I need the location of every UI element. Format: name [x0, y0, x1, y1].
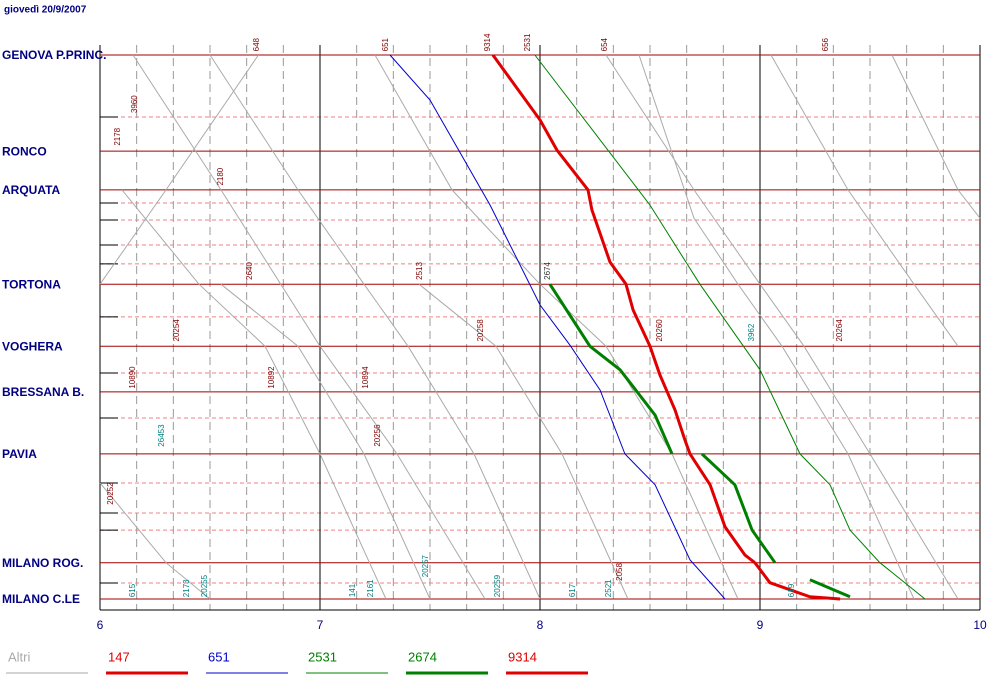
train-number: 617 [568, 583, 577, 597]
station-label: ARQUATA [2, 183, 61, 197]
train-number: 2674 [543, 262, 552, 280]
train-number: 3962 [747, 323, 756, 341]
train-number: 2531 [523, 33, 532, 51]
station-label: VOGHERA [2, 339, 63, 353]
train-number: 10894 [361, 366, 370, 389]
x-tick-label: 8 [537, 618, 544, 632]
x-tick-label: 10 [973, 618, 987, 632]
train-number: 615 [128, 583, 137, 597]
legend-label: 651 [208, 649, 230, 664]
train-number: 20258 [476, 319, 485, 342]
train-number: 10890 [128, 366, 137, 389]
train-number: 2161 [366, 579, 375, 597]
station-label: PAVIA [2, 447, 37, 461]
train-number: 2640 [245, 262, 254, 280]
train-number: 26453 [157, 424, 166, 447]
x-tick-label: 9 [757, 618, 764, 632]
train-number: 3960 [130, 95, 139, 113]
station-label: GENOVA P.PRINC. [2, 48, 106, 62]
train-line [534, 54, 926, 600]
train-line [99, 54, 981, 600]
train-number: 2173 [182, 579, 191, 597]
train-line [491, 54, 756, 564]
train-line [548, 283, 851, 599]
station-label: MILANO ROG. [2, 556, 83, 570]
train-number: 2521 [604, 579, 613, 597]
station-label: RONCO [2, 144, 47, 158]
train-number: 2178 [113, 127, 122, 145]
train-number: 9314 [483, 33, 492, 51]
train-number: 20252 [106, 482, 115, 505]
train-number: 654 [600, 37, 609, 51]
train-number: 20264 [835, 319, 844, 342]
train-line [753, 561, 841, 601]
station-label: TORTONA [2, 277, 61, 291]
date: giovedì 20/9/2007 [4, 5, 87, 16]
x-tick-label: 7 [317, 618, 324, 632]
train-number: 656 [821, 37, 830, 51]
train-number: 20260 [655, 319, 664, 342]
legend-label: 147 [108, 649, 130, 664]
legend-label: 2674 [408, 649, 437, 664]
legend-label: 9314 [508, 649, 537, 664]
train-number: 2058 [615, 563, 624, 581]
train-number: 141 [348, 583, 357, 597]
legend-label: Altri [8, 649, 31, 664]
train-number: 10892 [267, 366, 276, 389]
train-number: 20254 [172, 319, 181, 342]
legend-label: 2531 [308, 649, 337, 664]
station-label: BRESSANA B. [2, 385, 84, 399]
train-number: 651 [381, 37, 390, 51]
train-number: 20259 [493, 574, 502, 597]
train-line [389, 54, 726, 600]
train-number: 20257 [421, 554, 430, 577]
train-number: 2513 [415, 262, 424, 280]
x-tick-label: 6 [97, 618, 104, 632]
station-label: MILANO C.LE [2, 592, 80, 606]
train-number: 2180 [216, 167, 225, 185]
train-number: 20256 [373, 424, 382, 447]
train-number: 648 [252, 37, 261, 51]
train-number: 619 [787, 583, 796, 597]
train-number: 20255 [200, 574, 209, 597]
